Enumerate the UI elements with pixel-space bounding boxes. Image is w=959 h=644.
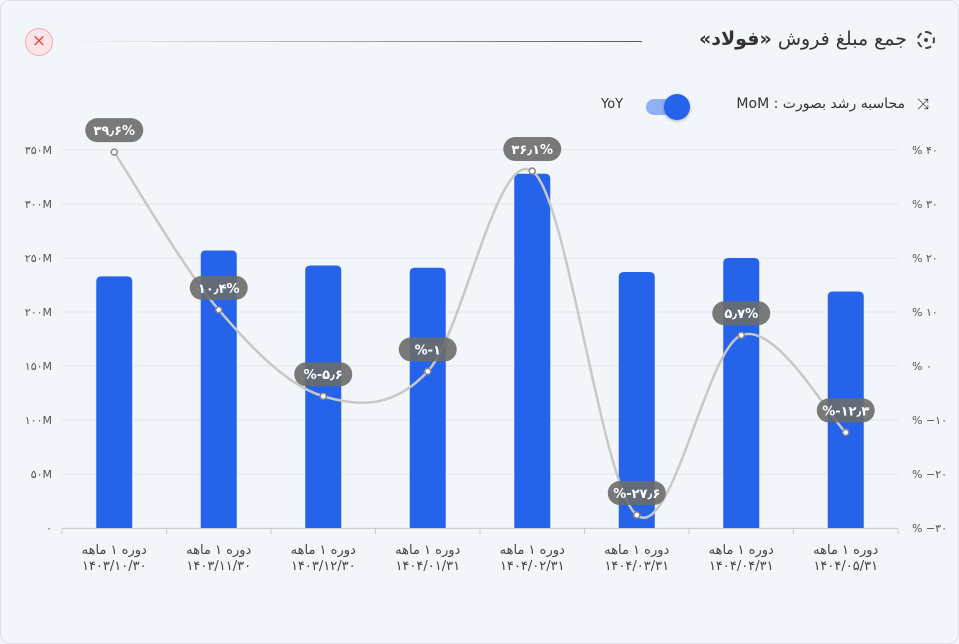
- x-tick-label: ۱۴۰۴/۰۲/۳۱: [500, 559, 565, 574]
- growth-label: %-۵٫۶: [304, 368, 343, 383]
- growth-label: %-۱۲٫۳: [822, 404, 869, 419]
- growth-label: ۱۰٫۴%: [198, 282, 240, 297]
- growth-point: [319, 392, 327, 400]
- growth-point: [424, 367, 432, 376]
- x-tick-label: دوره ۱ ماهه: [709, 543, 774, 558]
- x-tick-label: ۱۴۰۴/۰۳/۳۱: [604, 559, 669, 574]
- y-tick-label: ۱۵۰M: [25, 360, 52, 373]
- growth-point: [215, 306, 223, 314]
- trend-icon: ⤨: [916, 95, 929, 113]
- x-tick-label: دوره ۱ ماهه: [186, 543, 251, 558]
- growth-label-bg: [712, 301, 771, 326]
- growth-label: %-۱: [415, 343, 441, 358]
- growth-point: [842, 428, 850, 437]
- growth-label: ۳۶٫۱%: [511, 143, 553, 158]
- bar: [514, 173, 551, 528]
- yoy-label: YoY: [601, 97, 624, 112]
- y-tick-label: ۳۰۰M: [25, 198, 52, 211]
- title-divider: [64, 41, 642, 42]
- growth-label: %-۲۷٫۶: [613, 487, 660, 502]
- toggle-knob[interactable]: [664, 94, 690, 120]
- bar: [409, 267, 446, 528]
- bar: [618, 272, 655, 528]
- growth-point: [633, 511, 641, 519]
- growth-label-bg: [398, 337, 457, 362]
- x-tick-label: ۱۴۰۴/۰۵/۳۱: [813, 559, 878, 574]
- growth-label-bg: [816, 398, 875, 423]
- x-tick-label: دوره ۱ ماهه: [500, 543, 565, 558]
- x-tick-label: دوره ۱ ماهه: [813, 543, 878, 558]
- title-text: جمع مبلغ فروش: [777, 28, 907, 50]
- growth-point: [528, 167, 536, 175]
- x-tick-label: ۱۴۰۳/۱۰/۳۰: [82, 559, 147, 574]
- growth-label: ۵٫۷%: [724, 307, 758, 322]
- growth-label-bg: [607, 481, 666, 506]
- y-tick-label: ۵۰M: [31, 468, 52, 481]
- y-tick-label: ۲۰۰M: [25, 306, 52, 319]
- y-tick-label: ۱۰۰M: [25, 414, 52, 427]
- y-tick-label: ۰: [46, 522, 52, 535]
- chart-title: جمع مبلغ فروش «فولاد»: [699, 28, 907, 50]
- y2-tick-label: % −۱۰: [912, 414, 947, 427]
- x-tick-label: دوره ۱ ماهه: [395, 543, 460, 558]
- y2-tick-label: % −۳۰: [912, 522, 947, 535]
- x-tick-label: ۱۴۰۴/۰۱/۳۱: [395, 559, 460, 574]
- x-tick-label: ۱۴۰۳/۱۱/۳۰: [186, 559, 251, 574]
- y-tick-label: ۲۵۰M: [25, 252, 52, 265]
- growth-point: [737, 331, 745, 339]
- y2-tick-label: % ۴۰: [912, 144, 938, 157]
- growth-label: ۳۹٫۶%: [93, 124, 135, 139]
- bar: [723, 258, 760, 528]
- close-button[interactable]: ×: [25, 28, 53, 56]
- x-tick-label: ۱۴۰۳/۱۲/۳۰: [291, 559, 356, 574]
- title-company: «فولاد»: [698, 28, 772, 50]
- growth-label-bg: [85, 118, 144, 143]
- y-tick-label: ۳۵۰M: [25, 144, 52, 157]
- growth-label-bg: [189, 275, 248, 300]
- y2-tick-label: % ۳۰: [912, 198, 938, 211]
- bar: [96, 276, 133, 528]
- y2-tick-label: % ۱۰: [912, 306, 938, 319]
- y2-tick-label: % ۲۰: [912, 252, 938, 265]
- growth-label-bg: [294, 362, 353, 387]
- growth-mode-label: محاسبه رشد بصورت : MoM: [736, 96, 905, 112]
- chart-dashed-circle-icon: [917, 31, 935, 49]
- x-tick-label: ۱۴۰۴/۰۴/۳۱: [709, 559, 774, 574]
- y2-tick-label: % −۲۰: [912, 468, 947, 481]
- growth-point: [110, 148, 118, 156]
- x-tick-label: دوره ۱ ماهه: [604, 543, 669, 558]
- growth-line: [113, 151, 847, 519]
- growth-label-bg: [503, 137, 562, 162]
- x-tick-label: دوره ۱ ماهه: [291, 543, 356, 558]
- x-tick-label: دوره ۱ ماهه: [82, 543, 147, 558]
- y2-tick-label: % ۰: [912, 360, 932, 373]
